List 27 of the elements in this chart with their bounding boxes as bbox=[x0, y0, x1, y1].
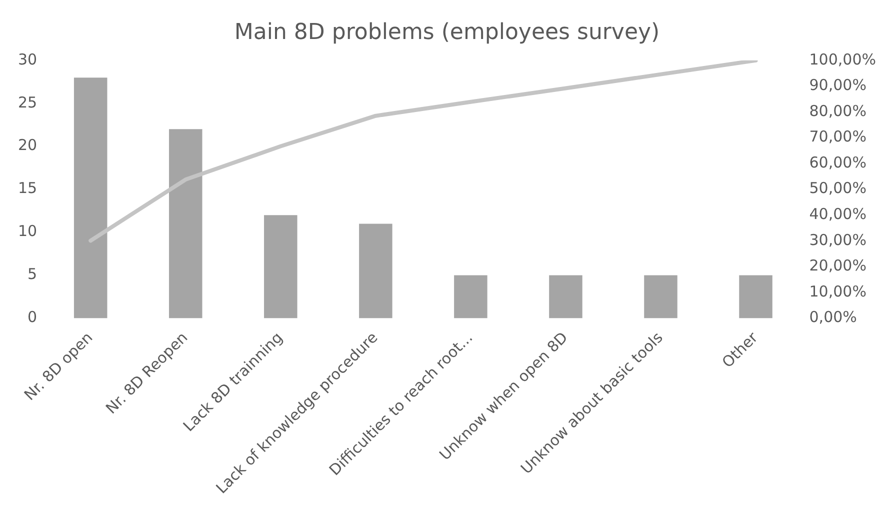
y-tick-label: 15 bbox=[18, 179, 38, 198]
y2-tick-label: 10,00% bbox=[809, 282, 866, 300]
bar bbox=[739, 275, 772, 318]
y-tick-label: 0 bbox=[28, 308, 38, 326]
y2-tick-label: 50,00% bbox=[809, 179, 866, 198]
y-tick-label: 30 bbox=[18, 50, 38, 68]
y-tick-label: 20 bbox=[18, 136, 38, 154]
y2-tick-label: 60,00% bbox=[809, 153, 866, 172]
y2-tick-label: 70,00% bbox=[809, 128, 866, 146]
y2-tick-label: 30,00% bbox=[809, 230, 866, 249]
bar bbox=[549, 275, 582, 318]
y2-tick-label: 100,00% bbox=[809, 50, 876, 68]
y2-tick-label: 40,00% bbox=[809, 204, 866, 223]
y2-tick-label: 20,00% bbox=[809, 256, 866, 275]
y2-tick-label: 80,00% bbox=[809, 102, 866, 120]
y-tick-label: 10 bbox=[18, 222, 38, 240]
y2-tick-label: 0,00% bbox=[809, 308, 857, 326]
bar bbox=[168, 129, 202, 318]
bar bbox=[359, 224, 392, 318]
bar bbox=[454, 275, 488, 318]
bar bbox=[644, 275, 678, 318]
y-tick-label: 5 bbox=[28, 265, 38, 284]
y-tick-label: 25 bbox=[18, 93, 38, 112]
y2-tick-label: 90,00% bbox=[809, 76, 866, 94]
bar bbox=[264, 215, 298, 318]
bar bbox=[74, 78, 108, 318]
chart-title: Main 8D problems (employees survey) bbox=[234, 20, 660, 45]
